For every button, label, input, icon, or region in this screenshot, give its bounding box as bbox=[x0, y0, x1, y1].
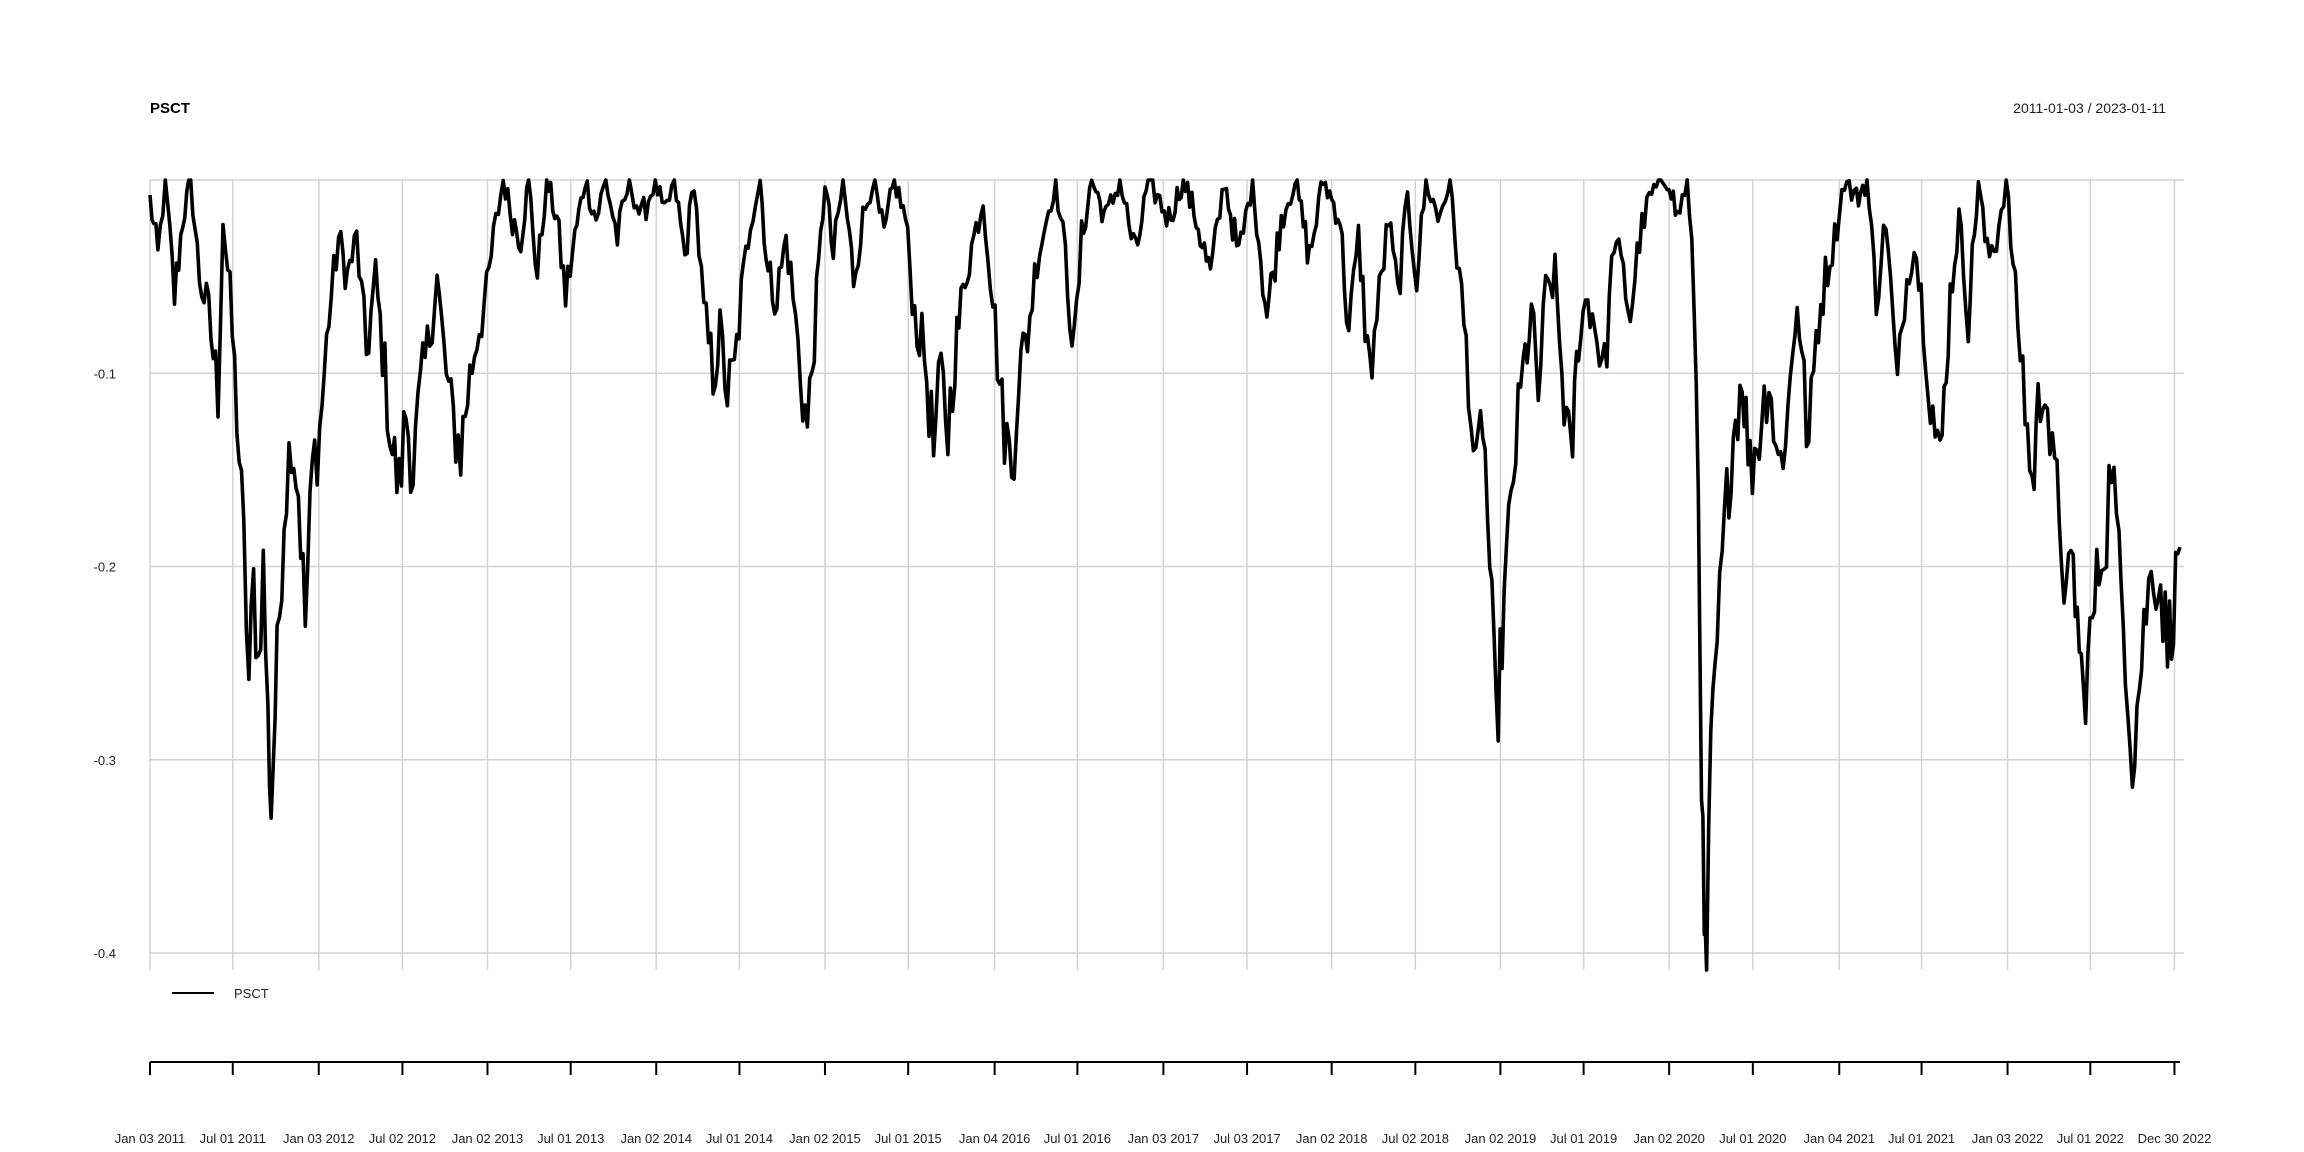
x-tick-label: Jan 03 2022 bbox=[1972, 1131, 2044, 1146]
x-tick-label: Jan 03 2012 bbox=[283, 1131, 355, 1146]
x-tick-label: Jul 02 2018 bbox=[1382, 1131, 1449, 1146]
x-grid-lines bbox=[149, 180, 2176, 970]
x-axis-ticks bbox=[149, 1062, 2176, 1075]
x-tick-label: Jul 02 2012 bbox=[369, 1131, 436, 1146]
x-tick-label: Jul 01 2015 bbox=[875, 1131, 942, 1146]
x-tick-label: Dec 30 2022 bbox=[2138, 1131, 2212, 1146]
x-tick-label: Jan 02 2020 bbox=[1633, 1131, 1705, 1146]
y-tick-labels: -0.1 -0.2 -0.3 -0.4 bbox=[94, 366, 116, 961]
x-tick-label: Jul 01 2022 bbox=[2057, 1131, 2124, 1146]
x-tick-label: Jan 02 2015 bbox=[789, 1131, 861, 1146]
legend: PSCT bbox=[172, 986, 269, 1001]
x-tick-label: Jan 02 2014 bbox=[620, 1131, 692, 1146]
x-tick-label: Jul 01 2014 bbox=[706, 1131, 773, 1146]
x-tick-label: Jan 03 2017 bbox=[1128, 1131, 1200, 1146]
y-tick-label: -0.3 bbox=[94, 753, 116, 768]
date-range-label: 2011-01-03 / 2023-01-11 bbox=[2013, 100, 2166, 116]
x-tick-labels: Jan 03 2011 Jul 01 2011 Jan 03 2012 Jul 02 … bbox=[115, 1131, 2212, 1146]
x-tick-label: Jan 02 2018 bbox=[1296, 1131, 1368, 1146]
x-tick-label: Jan 02 2019 bbox=[1465, 1131, 1537, 1146]
y-tick-label: -0.2 bbox=[94, 560, 116, 575]
y-tick-label: -0.1 bbox=[94, 366, 116, 381]
x-tick-label: Jul 03 2017 bbox=[1213, 1131, 1280, 1146]
x-tick-label: Jul 01 2020 bbox=[1719, 1131, 1786, 1146]
x-tick-label: Jul 01 2013 bbox=[537, 1131, 604, 1146]
y-grid-lines bbox=[150, 372, 2184, 954]
x-tick-label: Jul 01 2016 bbox=[1044, 1131, 1111, 1146]
x-tick-label: Jan 04 2021 bbox=[1803, 1131, 1875, 1146]
x-tick-label: Jan 03 2011 bbox=[115, 1131, 186, 1146]
x-tick-label: Jan 04 2016 bbox=[959, 1131, 1031, 1146]
series-line-psct bbox=[148, 178, 2182, 972]
chart-title: PSCT bbox=[150, 100, 190, 117]
x-tick-label: Jul 01 2011 bbox=[200, 1131, 266, 1146]
x-tick-label: Jan 02 2013 bbox=[452, 1131, 524, 1146]
x-tick-label: Jul 01 2019 bbox=[1550, 1131, 1617, 1146]
y-tick-label: -0.4 bbox=[94, 946, 116, 961]
legend-label: PSCT bbox=[234, 986, 269, 1001]
x-tick-label: Jul 01 2021 bbox=[1888, 1131, 1955, 1146]
